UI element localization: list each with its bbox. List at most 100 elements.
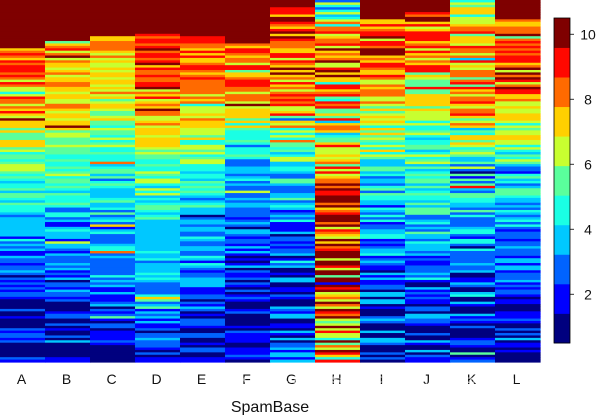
heatmap-cell-I-101 [360,243,406,247]
heatmap-cell-K-83 [450,200,496,204]
heatmap-cell-D-115 [135,277,181,281]
heatmap-cell-K-1 [450,2,496,6]
heatmap-cell-G-64 [270,154,316,158]
heatmap-cell-D-137 [135,330,181,334]
heatmap-cell-L-19 [495,45,541,49]
heatmap-cell-K-71 [450,171,496,175]
heatmap-cell-K-79 [450,190,496,194]
heatmap-cell-D-93 [135,224,181,228]
heatmap-cell-D-31 [135,74,181,78]
heatmap-cell-A-124 [0,299,46,303]
heatmap-cell-H-58 [315,139,361,143]
heatmap-cell-G-29 [270,69,316,73]
heatmap-cell-D-83 [135,200,181,204]
heatmap-cell-J-50 [405,120,451,124]
heatmap-cell-B-74 [45,178,91,182]
heatmap-cell-H-63 [315,152,361,156]
heatmap-cell-F-91 [225,219,271,223]
heatmap-cell-I-148 [360,357,406,361]
heatmap-cell-E-119 [180,287,226,291]
heatmap-cell-F-126 [225,304,271,308]
heatmap-cell-H-30 [315,72,361,76]
heatmap-cell-A-95 [0,229,46,233]
heatmap-cell-L-112 [495,270,541,274]
heatmap-cell-B-0 [45,0,91,4]
heatmap-cell-E-138 [180,333,226,337]
heatmap-cell-J-8 [405,19,451,23]
heatmap-cell-F-123 [225,296,271,300]
heatmap-cell-I-120 [360,289,406,293]
heatmap-cell-A-55 [0,132,46,136]
colorbar-frame [553,17,571,344]
heatmap-cell-B-50 [45,120,91,124]
heatmap-cell-K-61 [450,147,496,151]
heatmap-cell-F-15 [225,36,271,40]
heatmap-cell-B-44 [45,106,91,110]
heatmap-cell-G-105 [270,253,316,257]
heatmap-cell-E-69 [180,166,226,170]
heatmap-cell-I-42 [360,101,406,105]
heatmap-cell-L-64 [495,154,541,158]
heatmap-cell-D-90 [135,217,181,221]
heatmap-cell-L-8 [495,19,541,23]
heatmap-cell-C-62 [90,149,136,153]
heatmap-cell-K-73 [450,176,496,180]
heatmap-cell-J-54 [405,130,451,134]
heatmap-cell-D-80 [135,193,181,197]
heatmap-cell-L-33 [495,79,541,83]
heatmap-cell-L-68 [495,164,541,168]
heatmap-cell-G-18 [270,43,316,47]
heatmap-cell-A-111 [0,267,46,271]
heatmap-cell-G-52 [270,125,316,129]
heatmap-cell-F-3 [225,7,271,11]
heatmap-cell-E-53 [180,127,226,131]
colorbar-segment-10 [554,18,570,48]
heatmap-cell-J-53 [405,127,451,131]
heatmap-cell-G-77 [270,185,316,189]
heatmap-cell-I-94 [360,226,406,230]
heatmap-cell-J-6 [405,14,451,18]
heatmap-cell-G-50 [270,120,316,124]
heatmap-cell-D-42 [135,101,181,105]
heatmap-cell-C-70 [90,168,136,172]
heatmap-cell-K-27 [450,65,496,69]
heatmap-cell-I-59 [360,142,406,146]
heatmap-cell-B-37 [45,89,91,93]
heatmap-cell-B-12 [45,28,91,32]
heatmap-cell-F-144 [225,347,271,351]
heatmap-cell-H-129 [315,311,361,315]
heatmap-cell-H-86 [315,207,361,211]
heatmap-cell-I-91 [360,219,406,223]
heatmap-cell-C-106 [90,255,136,259]
heatmap-cell-F-30 [225,72,271,76]
heatmap-cell-B-103 [45,248,91,252]
heatmap-cell-D-119 [135,287,181,291]
heatmap-cell-K-17 [450,41,496,45]
heatmap-cell-D-122 [135,294,181,298]
heatmap-cell-J-81 [405,195,451,199]
heatmap-cell-G-69 [270,166,316,170]
heatmap-cell-C-115 [90,277,136,281]
heatmap-cell-H-137 [315,330,361,334]
heatmap-cell-H-36 [315,86,361,90]
heatmap-cell-A-5 [0,12,46,16]
heatmap-cell-A-140 [0,337,46,341]
heatmap-cell-F-75 [225,181,271,185]
heatmap-cell-G-10 [270,24,316,28]
heatmap-cell-D-76 [135,183,181,187]
heatmap-cell-J-113 [405,272,451,276]
heatmap-cell-A-3 [0,7,46,11]
heatmap-cell-L-42 [495,101,541,105]
heatmap-cell-F-127 [225,306,271,310]
heatmap-cell-K-74 [450,178,496,182]
heatmap-cell-B-62 [45,149,91,153]
heatmap-cell-L-43 [495,103,541,107]
heatmap-cell-G-102 [270,246,316,250]
heatmap-cell-D-28 [135,67,181,71]
heatmap-cell-D-3 [135,7,181,11]
heatmap-cell-G-75 [270,181,316,185]
heatmap-cell-A-39 [0,94,46,98]
heatmap-cell-I-39 [360,94,406,98]
heatmap-cell-J-92 [405,222,451,226]
heatmap-cell-F-45 [225,108,271,112]
